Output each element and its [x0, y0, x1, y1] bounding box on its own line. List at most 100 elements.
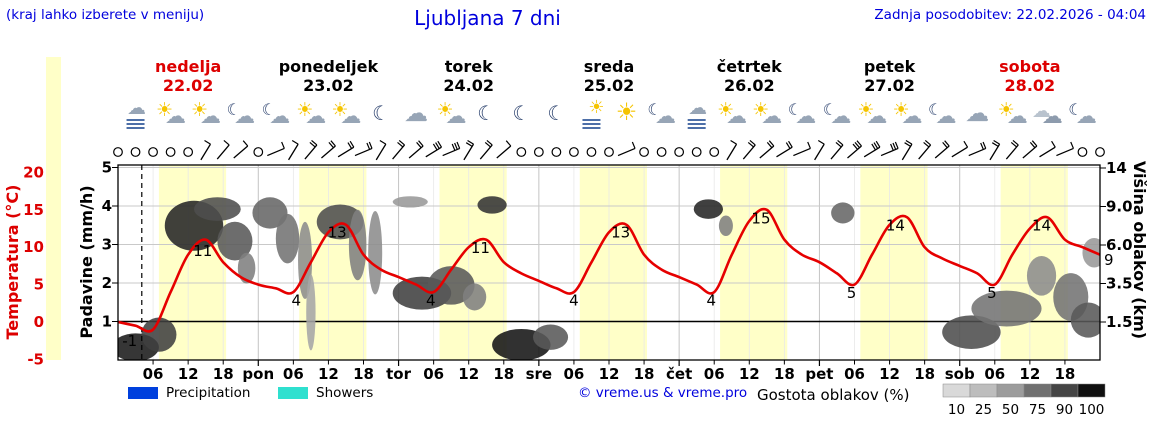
svg-text:☁: ☁	[867, 104, 888, 128]
day-name: ponedeljek	[279, 57, 379, 76]
temp-value-label: 4	[569, 292, 579, 310]
wind-barb-icon	[830, 139, 844, 160]
calm-wind-icon	[674, 147, 685, 157]
day-date: 25.02	[584, 76, 635, 95]
wind-barb-icon	[496, 140, 512, 159]
cloud-blob	[217, 221, 253, 261]
calm-wind-icon	[569, 147, 579, 157]
svg-text:☾: ☾	[823, 100, 837, 119]
day-date: 28.02	[1005, 76, 1056, 95]
svg-text:☾: ☾	[372, 101, 390, 125]
temp-tick-label: 0	[34, 313, 44, 331]
calm-wind-icon	[1077, 147, 1088, 157]
temp-value-label: -1	[122, 332, 137, 350]
temp-value-label: 9	[1104, 251, 1114, 269]
day-name: petek	[864, 57, 916, 76]
svg-text:☀: ☀	[156, 99, 173, 121]
density-tick-label: 100	[1079, 402, 1105, 418]
svg-text:☀: ☀	[437, 99, 454, 121]
cloud-icon: ☁	[965, 99, 989, 127]
calm-wind-icon	[516, 147, 527, 157]
cloud-blob	[693, 199, 723, 219]
clouds-icon: ☁☁	[1032, 100, 1063, 128]
cloud-blob	[141, 317, 177, 352]
density-tick-label: 75	[1029, 402, 1046, 418]
day-name: četrtek	[717, 57, 782, 76]
wind-barb-icon	[354, 141, 373, 157]
temp-value-label: 13	[611, 223, 630, 241]
wind-barb-icon	[200, 139, 212, 161]
temperature-curve	[117, 207, 1101, 333]
moon-cloud-icon: ☾☁	[262, 100, 291, 128]
day-name: torek	[445, 57, 493, 76]
hour-tick-label: 18	[774, 365, 795, 383]
moon-cloud-icon: ☾☁	[647, 100, 676, 128]
daylight-band	[439, 165, 507, 360]
temp-tick-label: 5	[34, 276, 44, 294]
calm-wind-icon	[656, 147, 667, 157]
svg-text:☁: ☁	[1042, 104, 1063, 128]
wind-barb-icon	[759, 140, 775, 159]
wind-barb-icon	[934, 140, 950, 159]
temp-value-label: 11	[471, 239, 490, 257]
day-name: nedelja	[155, 57, 221, 76]
calm-wind-icon	[533, 147, 544, 157]
svg-text:☀: ☀	[296, 99, 313, 121]
svg-text:☾: ☾	[512, 101, 530, 125]
last-update: Zadnja posodobitev: 22.02.2026 - 04:04	[874, 7, 1146, 23]
moon-cloud-icon: ☾☁	[1068, 100, 1097, 128]
wind-barb-icon	[742, 139, 756, 160]
wind-barb-icon	[479, 139, 493, 160]
svg-text:☾: ☾	[928, 100, 942, 119]
cloud-blob	[275, 213, 300, 264]
svg-text:☁: ☁	[340, 104, 361, 128]
precip-tick-label: 2	[102, 274, 112, 292]
precipitation-axis-label: Padavine (mm/h)	[77, 185, 96, 338]
day-name: sobota	[999, 57, 1060, 76]
cloud-blob	[306, 274, 316, 351]
day-abbr-label: pet	[805, 365, 833, 383]
svg-text:☀: ☀	[858, 99, 875, 121]
cloud-blob	[1026, 255, 1057, 296]
wind-barb-icon	[304, 139, 318, 160]
svg-text:☾: ☾	[547, 101, 565, 125]
sun-cloud-icon: ☀☁	[191, 99, 221, 128]
daylight-band	[860, 165, 928, 360]
moon-cloud-icon: ☾☁	[788, 100, 817, 128]
hour-tick-label: 12	[599, 365, 620, 383]
svg-text:☁: ☁	[830, 104, 851, 128]
day-abbr-label: sob	[945, 365, 975, 383]
wind-barb-icon	[968, 141, 987, 157]
left-margin-band	[46, 57, 61, 360]
precip-tick-label: 4	[102, 197, 112, 215]
hour-tick-label: 18	[493, 365, 514, 383]
wind-barb-icon	[901, 139, 913, 161]
wind-barb-icon	[337, 140, 355, 158]
svg-text:☁: ☁	[726, 104, 747, 128]
hour-tick-label: 12	[1019, 365, 1040, 383]
cloud-blob	[392, 196, 428, 208]
moon-icon: ☾	[477, 101, 495, 125]
wind-barb-icon	[392, 139, 406, 160]
temp-tick-label: 20	[23, 163, 44, 181]
day-date: 24.02	[443, 76, 494, 95]
svg-text:☁: ☁	[965, 99, 989, 127]
temp-value-label: 4	[292, 292, 302, 310]
wind-barb-icon	[793, 141, 811, 157]
day-name: sreda	[584, 57, 635, 76]
svg-text:☾: ☾	[647, 100, 661, 119]
credit-link[interactable]: © vreme.us & vreme.pro	[578, 385, 748, 401]
precip-tick-label: 1	[102, 313, 112, 331]
calm-wind-icon	[1095, 147, 1105, 157]
day-abbr-label: sre	[526, 365, 553, 383]
fog-cloud-icon: ☁	[687, 97, 707, 129]
temp-tick-label: 15	[23, 201, 44, 219]
svg-text:☾: ☾	[788, 100, 802, 119]
wind-barb-icon	[951, 140, 969, 158]
precipitation-label: Precipitation	[166, 385, 251, 401]
wind-barb-icon	[776, 140, 793, 158]
cloud-blob	[831, 202, 855, 224]
sun-icon: ☀	[616, 98, 638, 126]
wind-barb-icon	[726, 139, 738, 161]
